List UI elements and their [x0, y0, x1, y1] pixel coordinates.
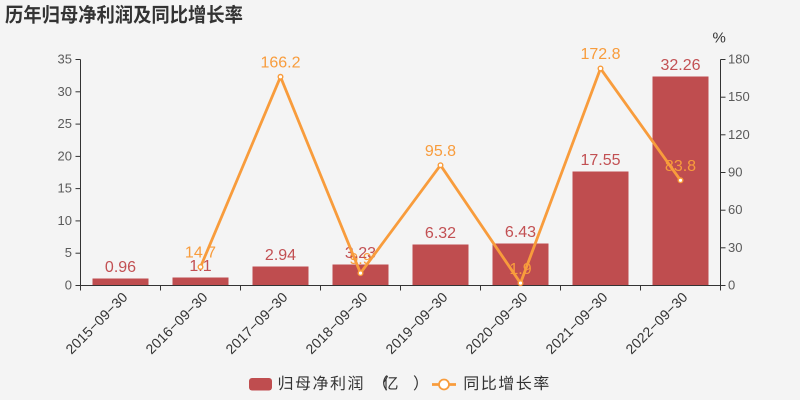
svg-text:3.23: 3.23: [345, 245, 376, 262]
svg-text:10: 10: [58, 213, 72, 228]
svg-text:0.96: 0.96: [105, 259, 136, 276]
svg-text:6.32: 6.32: [425, 225, 456, 242]
svg-text:150: 150: [728, 89, 750, 104]
svg-text:180: 180: [728, 52, 750, 67]
svg-text:32.26: 32.26: [660, 57, 700, 74]
svg-text:35: 35: [58, 52, 72, 67]
svg-text:0: 0: [65, 278, 72, 293]
svg-text:0: 0: [728, 278, 735, 293]
svg-text:172.8: 172.8: [580, 46, 620, 63]
svg-text:15: 15: [58, 181, 72, 196]
svg-text:5: 5: [65, 245, 72, 260]
svg-text:90: 90: [728, 165, 742, 180]
svg-text:95.8: 95.8: [425, 143, 456, 160]
svg-text:120: 120: [728, 127, 750, 142]
svg-text:25: 25: [58, 116, 72, 131]
svg-text:%: %: [713, 30, 726, 47]
svg-text:60: 60: [728, 202, 742, 217]
svg-text:20: 20: [58, 148, 72, 163]
svg-text:30: 30: [728, 240, 742, 255]
svg-text:30: 30: [58, 84, 72, 99]
svg-text:2.94: 2.94: [265, 247, 296, 264]
svg-text:17.55: 17.55: [580, 152, 620, 169]
svg-text:6.43: 6.43: [505, 224, 536, 241]
svg-text:166.2: 166.2: [260, 55, 300, 72]
